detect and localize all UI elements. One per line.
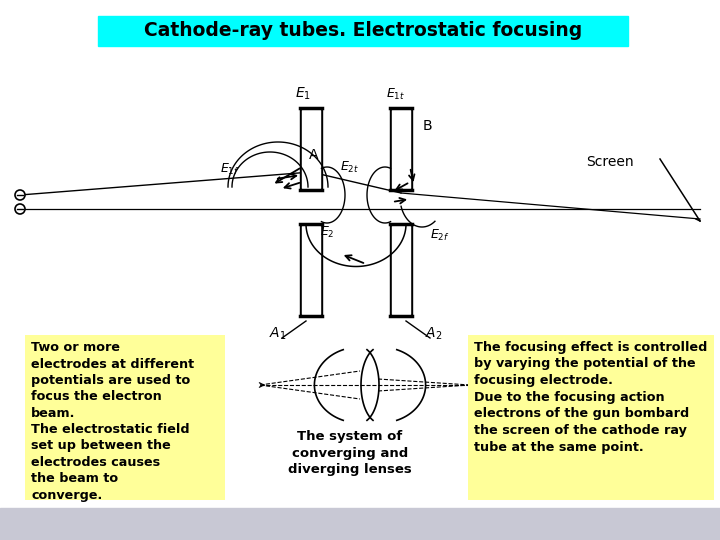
Bar: [300, 224, 322, 316]
Text: $A_2$: $A_2$: [426, 326, 443, 342]
Text: The electrostatic field
set up between the
electrodes causes
the beam to
converg: The electrostatic field set up between t…: [31, 423, 189, 502]
Text: Due to the focusing action
electrons of the gun bombard
the screen of the cathod: Due to the focusing action electrons of …: [474, 391, 689, 454]
Bar: [302, 226, 320, 314]
Text: $A_1$: $A_1$: [269, 326, 287, 342]
Bar: [390, 224, 412, 316]
Bar: [0, 508, 720, 540]
Text: B: B: [422, 119, 432, 133]
Text: $E_2$: $E_2$: [320, 225, 334, 240]
Bar: [392, 226, 410, 314]
Text: $E_{1f}$: $E_{1f}$: [220, 161, 240, 177]
Text: Cathode-ray tubes. Electrostatic focusing: Cathode-ray tubes. Electrostatic focusin…: [144, 22, 582, 40]
Text: $E_{2f}$: $E_{2f}$: [430, 227, 450, 242]
Circle shape: [15, 190, 25, 200]
Bar: [468, 335, 714, 500]
Text: $E_1$: $E_1$: [295, 86, 311, 102]
Text: The focusing effect is controlled
by varying the potential of the
focusing elect: The focusing effect is controlled by var…: [474, 341, 707, 387]
Bar: [390, 108, 412, 190]
Bar: [98, 16, 628, 46]
Text: Two or more
electrodes at different
potentials are used to
focus the electron
be: Two or more electrodes at different pote…: [31, 341, 194, 420]
Text: The system of
converging and
diverging lenses: The system of converging and diverging l…: [288, 430, 412, 476]
Text: A: A: [310, 148, 319, 162]
Circle shape: [15, 204, 25, 214]
Bar: [25, 335, 225, 500]
Text: $E_{1t}$: $E_{1t}$: [387, 86, 405, 102]
Bar: [392, 110, 410, 188]
Text: Screen: Screen: [586, 155, 634, 169]
Text: $E_{2t}$: $E_{2t}$: [341, 159, 359, 174]
Bar: [300, 108, 322, 190]
Bar: [302, 110, 320, 188]
